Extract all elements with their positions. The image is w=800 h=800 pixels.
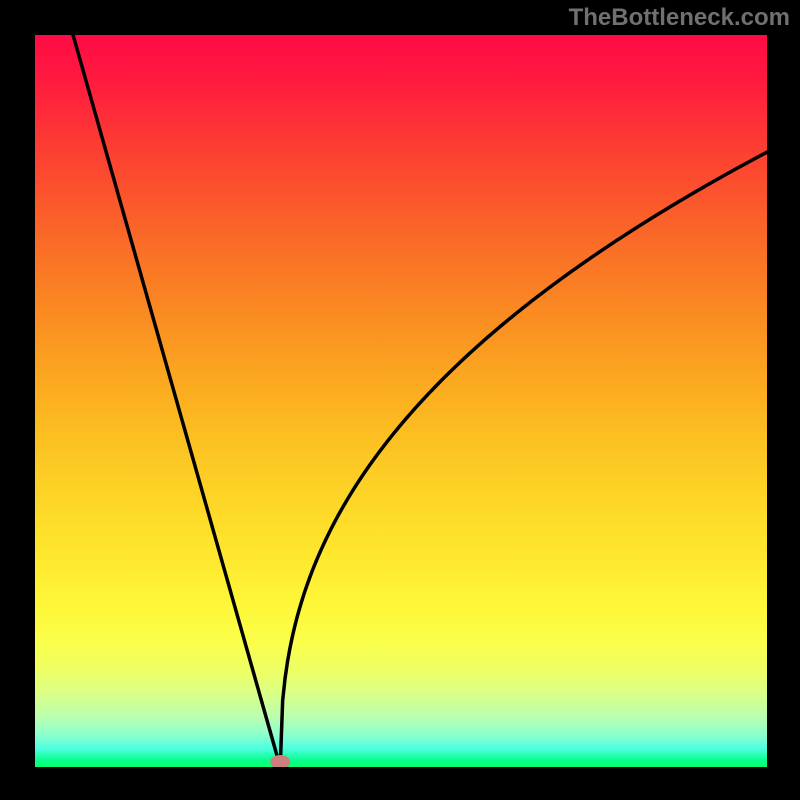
gradient-background — [35, 35, 767, 767]
watermark-text: TheBottleneck.com — [569, 4, 790, 32]
chart-plot — [35, 35, 767, 767]
